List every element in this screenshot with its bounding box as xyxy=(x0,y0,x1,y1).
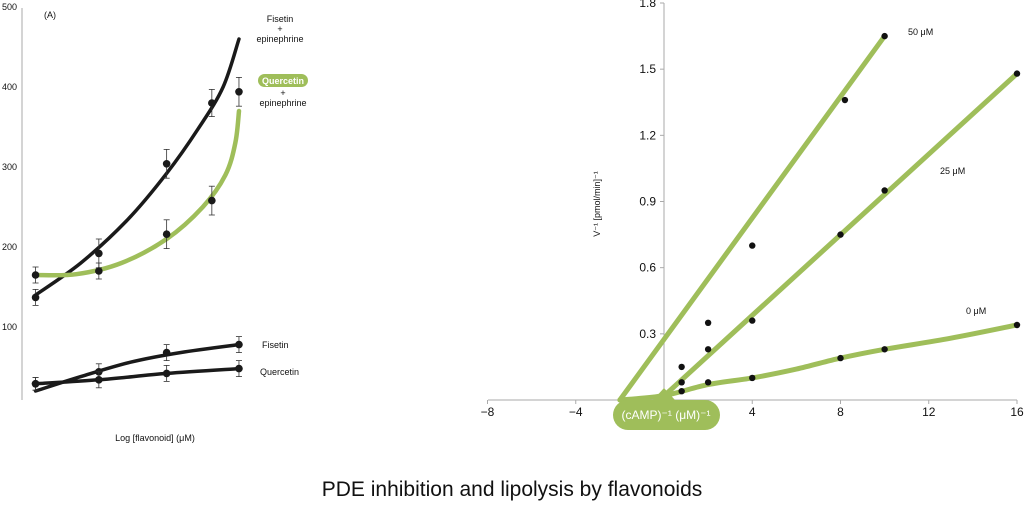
label-fisetin-epinephrine-line2: + xyxy=(277,24,282,34)
label-fisetin-epinephrine-line3: epinephrine xyxy=(256,34,303,44)
x-axis-title-pointer xyxy=(653,388,675,400)
panel-b-x-tick-4: 8 xyxy=(837,405,844,419)
label-50um: 50 μM xyxy=(908,27,933,37)
panel-b-x-tick-3: 4 xyxy=(749,405,756,419)
panel-b-point-1-3 xyxy=(837,231,844,238)
panel-a-y-ticks: 100 200 300 400 500 xyxy=(2,2,17,332)
label-quercetin-epinephrine-line2: + xyxy=(280,88,285,98)
panel-b-point-0-0 xyxy=(678,363,685,371)
panel-b-x-ticks: −8−40481216 xyxy=(481,400,1024,419)
panel-b-line-0 xyxy=(617,33,888,403)
panel-b-lines xyxy=(617,33,1020,403)
panel-b-x-tick-0: −8 xyxy=(481,405,495,419)
panel-b-point-0-2 xyxy=(749,242,756,249)
panel-b-y-tick-1: 0.6 xyxy=(639,261,656,275)
panel-a-point-1-0 xyxy=(31,266,40,284)
panel-b-points xyxy=(678,32,1021,395)
panel-b-x-tick-5: 12 xyxy=(922,405,936,419)
panel-a-label: (A) xyxy=(44,10,56,20)
panel-a-point-2-2 xyxy=(162,344,171,362)
label-fisetin-epinephrine-line1: Fisetin xyxy=(267,14,294,24)
label-0um: 0 μM xyxy=(966,306,986,316)
panel-b-point-0-1 xyxy=(704,319,712,327)
panel-b-point-2-5 xyxy=(1013,321,1021,329)
panel-a-y-tick-300: 300 xyxy=(2,162,17,172)
panel-b-point-2-2 xyxy=(749,374,756,382)
panel-b-y-tick-0: 0.3 xyxy=(639,327,656,341)
panel-a-point-3-1 xyxy=(95,371,103,389)
panel-a-curve-1 xyxy=(33,108,242,278)
panel-a-y-tick-500: 500 xyxy=(2,2,17,12)
panel-a-point-1-3 xyxy=(208,185,216,216)
panel-b-point-0-4 xyxy=(881,32,888,40)
label-fisetin-epinephrine: Fisetin + epinephrine xyxy=(256,14,303,44)
panel-a-y-tick-400: 400 xyxy=(2,82,17,92)
panel-b-x-tick-1: −4 xyxy=(569,405,583,419)
panel-b-point-2-3 xyxy=(837,354,844,362)
panel-a-point-1-2 xyxy=(162,219,171,250)
panel-b-y-tick-5: 1.8 xyxy=(639,0,656,10)
panel-b-point-2-4 xyxy=(881,346,888,353)
label-quercetin: Quercetin xyxy=(260,367,299,377)
panel-b-line-2 xyxy=(617,322,1020,403)
label-quercetin-epinephrine-line3: epinephrine xyxy=(259,98,306,108)
panel-b-y-tick-3: 1.2 xyxy=(639,128,656,142)
label-quercetin-epinephrine-line1: Quercetin xyxy=(262,76,304,86)
panel-b-point-1-1 xyxy=(704,346,712,353)
panel-a-x-axis-title: Log [flavonoid] (μM) xyxy=(115,433,195,443)
panel-a-point-3-0 xyxy=(31,376,40,391)
panel-a-point-1-1 xyxy=(95,262,103,280)
panel-a-point-3-2 xyxy=(162,364,171,382)
figure-caption: PDE inhibition and lipolysis by flavonoi… xyxy=(321,478,703,501)
panel-a-curve-3 xyxy=(33,366,241,386)
panel-b-point-1-2 xyxy=(749,317,756,324)
panel-a-chart: (A) 100 200 300 400 500 Fisetin + epinephrin… xyxy=(2,2,308,443)
panel-b-y-ticks: 0.3 0.6 0.9 1.2 1.5 1.8 xyxy=(639,0,664,341)
label-quercetin-epinephrine: Quercetin + epinephrine xyxy=(258,74,308,108)
panel-a-point-0-2 xyxy=(162,148,171,179)
panel-a-y-tick-200: 200 xyxy=(2,242,17,252)
quercetin-highlight-pill xyxy=(258,74,308,87)
panel-a-point-0-4 xyxy=(235,77,243,107)
panel-b-point-2-0 xyxy=(678,387,685,395)
panel-b-point-1-0 xyxy=(678,379,685,386)
x-axis-title-text: (cAMP)⁻¹ (μM)⁻¹ xyxy=(622,408,711,422)
x-axis-title-pill xyxy=(613,400,720,430)
label-25um: 25 μM xyxy=(940,166,965,176)
panel-a-curves xyxy=(33,37,242,393)
panel-b-x-tick-6: 16 xyxy=(1010,405,1024,419)
panel-b-y-axis-title: V⁻¹ [pmol/min]⁻¹ xyxy=(592,171,602,237)
panel-a-point-0-0 xyxy=(31,288,40,306)
panel-a-curve-2 xyxy=(33,342,241,393)
panel-a-point-3-3 xyxy=(235,360,243,378)
panel-a-y-tick-100: 100 xyxy=(2,322,17,332)
panel-b-y-tick-4: 1.5 xyxy=(639,62,656,76)
panel-b-point-1-4 xyxy=(881,187,888,194)
panel-b-point-1-5 xyxy=(1013,70,1021,77)
panel-a-points xyxy=(31,77,243,391)
panel-b-y-tick-2: 0.9 xyxy=(639,195,656,209)
panel-b-x-axis-title: (cAMP)⁻¹ (μM)⁻¹ xyxy=(613,388,720,430)
panel-b-chart: −8−40481216 0.30.60.91.21.51.8 50 μM 25 … xyxy=(481,0,1024,430)
panel-b-point-0-3 xyxy=(841,96,849,104)
panel-a-point-2-3 xyxy=(235,336,243,354)
panel-a-point-0-3 xyxy=(208,89,216,117)
panel-b-point-2-1 xyxy=(704,379,712,386)
label-fisetin: Fisetin xyxy=(262,340,289,350)
